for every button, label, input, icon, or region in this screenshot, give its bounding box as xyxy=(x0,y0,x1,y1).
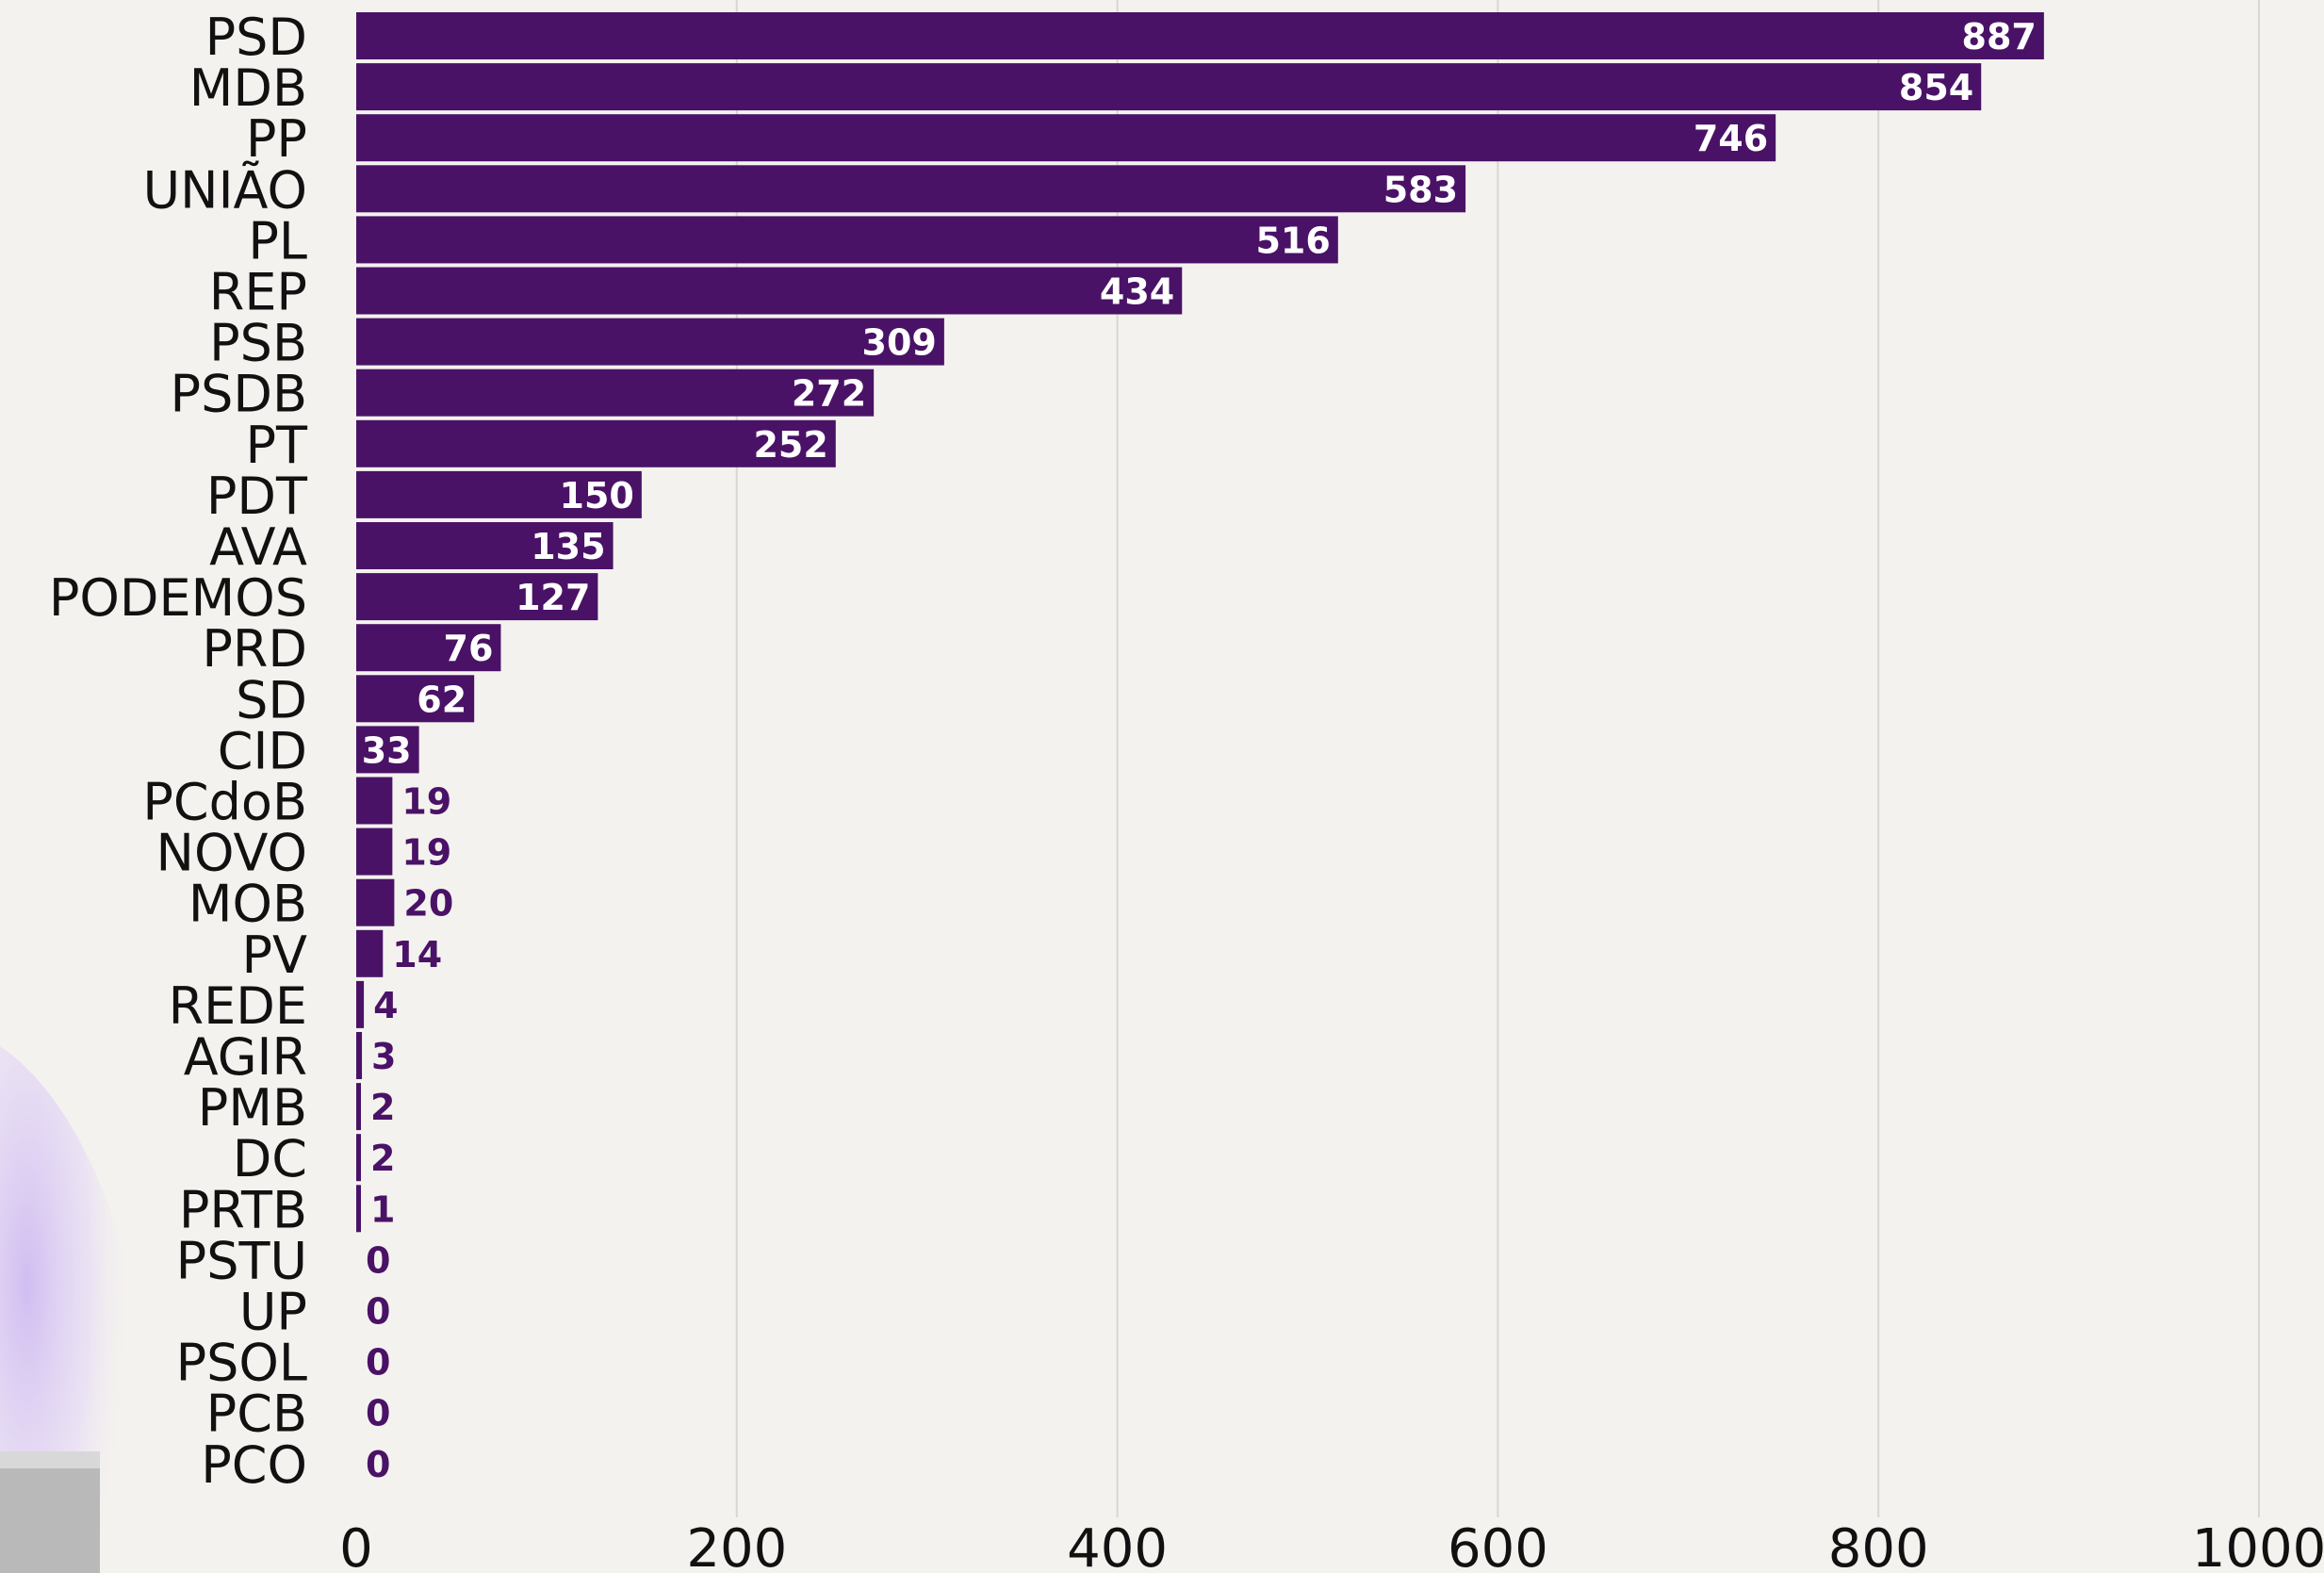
value-label-pp: 746 xyxy=(1694,118,1768,159)
value-label-psd: 887 xyxy=(1962,16,2037,57)
x-tick-label-800: 800 xyxy=(1828,1518,1929,1573)
x-tick-label-200: 200 xyxy=(686,1518,787,1573)
category-label-cid: CID xyxy=(218,721,307,780)
category-label-prtb: PRTB xyxy=(179,1180,307,1239)
category-label-ava: AVA xyxy=(209,517,307,577)
bar-sd xyxy=(356,675,475,723)
category-label-unio: UNIÃO xyxy=(143,160,307,220)
category-labels: PSDMDBPPUNIÃOPLREPPSBPSDBPTPDTAVAPODEMOS… xyxy=(49,8,308,1495)
x-tick-label-400: 400 xyxy=(1067,1518,1168,1573)
value-label-pdt: 150 xyxy=(560,475,634,516)
bar-novo xyxy=(356,827,393,876)
value-label-psdb: 272 xyxy=(792,373,866,415)
category-label-rep: REP xyxy=(209,263,307,322)
bar-agir xyxy=(356,1032,363,1079)
category-label-prd: PRD xyxy=(202,619,307,679)
value-label-pv: 14 xyxy=(392,934,442,975)
value-label-novo: 19 xyxy=(401,832,451,874)
bar-podemos xyxy=(356,573,598,621)
bar-rep xyxy=(356,267,1183,315)
value-label-pmb: 2 xyxy=(370,1087,395,1128)
x-tick-label-0: 0 xyxy=(339,1518,373,1573)
category-label-psb: PSB xyxy=(209,314,307,373)
value-label-podemos: 127 xyxy=(516,577,590,618)
value-label-pl: 516 xyxy=(1255,220,1330,261)
category-label-pmb: PMB xyxy=(198,1078,307,1138)
value-label-psol: 0 xyxy=(366,1342,390,1384)
category-label-pt: PT xyxy=(245,416,308,475)
value-label-prtb: 1 xyxy=(370,1188,395,1230)
category-label-dc: DC xyxy=(233,1129,307,1188)
value-label-cid: 33 xyxy=(362,729,412,771)
bar-mdb xyxy=(356,63,1982,111)
x-axis-tick-labels: 0 200 400 600 800 1000 xyxy=(339,1518,2324,1573)
category-label-pdt: PDT xyxy=(206,467,308,526)
value-label-rep: 434 xyxy=(1100,271,1174,313)
bar-pmb xyxy=(356,1083,361,1131)
value-label-psb: 309 xyxy=(862,322,937,364)
bar-unio xyxy=(356,165,1466,213)
x-tick-label-1000: 1000 xyxy=(2192,1518,2324,1573)
category-label-pcdob: PCdoB xyxy=(142,773,307,832)
bar-cid xyxy=(356,726,419,774)
x-tick-label-600: 600 xyxy=(1448,1518,1548,1573)
category-label-pp: PP xyxy=(246,109,307,169)
category-label-pv: PV xyxy=(241,926,307,985)
category-label-pl: PL xyxy=(248,211,307,270)
data-labels: 887 854 746 583 516 434 309 272 252 150 135 127 76 62… xyxy=(362,16,2037,1485)
bar-pp xyxy=(356,114,1776,162)
value-label-ava: 135 xyxy=(531,526,605,567)
value-label-pt: 252 xyxy=(753,424,827,466)
category-label-psol: PSOL xyxy=(176,1334,307,1393)
category-label-mdb: MDB xyxy=(189,58,307,118)
bar-psd xyxy=(356,12,2044,59)
bar-pcdob xyxy=(356,777,393,825)
bar-psdb xyxy=(356,369,875,417)
value-label-dc: 2 xyxy=(370,1138,395,1179)
category-label-mob: MOB xyxy=(188,875,307,934)
value-label-agir: 3 xyxy=(371,1036,396,1077)
category-label-psdb: PSDB xyxy=(171,365,307,424)
category-label-podemos: PODEMOS xyxy=(49,568,307,628)
decorative-background xyxy=(0,1046,134,1573)
category-label-up: UP xyxy=(239,1283,307,1342)
bar-pdt xyxy=(356,470,642,518)
bar-ava xyxy=(356,522,614,569)
bar-dc xyxy=(356,1134,361,1182)
bar-pv xyxy=(356,929,384,977)
category-label-rede: REDE xyxy=(169,976,307,1036)
bar-prtb xyxy=(356,1185,361,1233)
bar-psb xyxy=(356,318,944,366)
category-label-sd: SD xyxy=(236,670,307,729)
value-label-unio: 583 xyxy=(1383,169,1458,210)
value-label-pco: 0 xyxy=(366,1444,390,1485)
category-label-pcb: PCB xyxy=(206,1385,307,1444)
category-label-agir: AGIR xyxy=(184,1027,307,1087)
category-label-pco: PCO xyxy=(201,1435,307,1495)
value-label-up: 0 xyxy=(366,1291,390,1333)
value-label-mdb: 854 xyxy=(1899,67,1973,108)
value-label-pcdob: 19 xyxy=(401,781,451,823)
value-label-pstu: 0 xyxy=(366,1239,390,1281)
category-label-psd: PSD xyxy=(205,8,307,67)
bar-prd xyxy=(356,624,501,672)
value-label-mob: 20 xyxy=(403,883,453,925)
value-label-sd: 62 xyxy=(417,679,466,720)
category-label-pstu: PSTU xyxy=(176,1231,307,1290)
bar-pl xyxy=(356,216,1338,264)
bar-rede xyxy=(356,980,365,1028)
value-label-pcb: 0 xyxy=(366,1393,390,1434)
bar-mob xyxy=(356,878,395,926)
bars xyxy=(356,12,2044,1233)
bar-pt xyxy=(356,419,836,467)
value-label-prd: 76 xyxy=(444,628,494,669)
value-label-rede: 4 xyxy=(373,985,398,1026)
category-label-novo: NOVO xyxy=(156,824,307,883)
